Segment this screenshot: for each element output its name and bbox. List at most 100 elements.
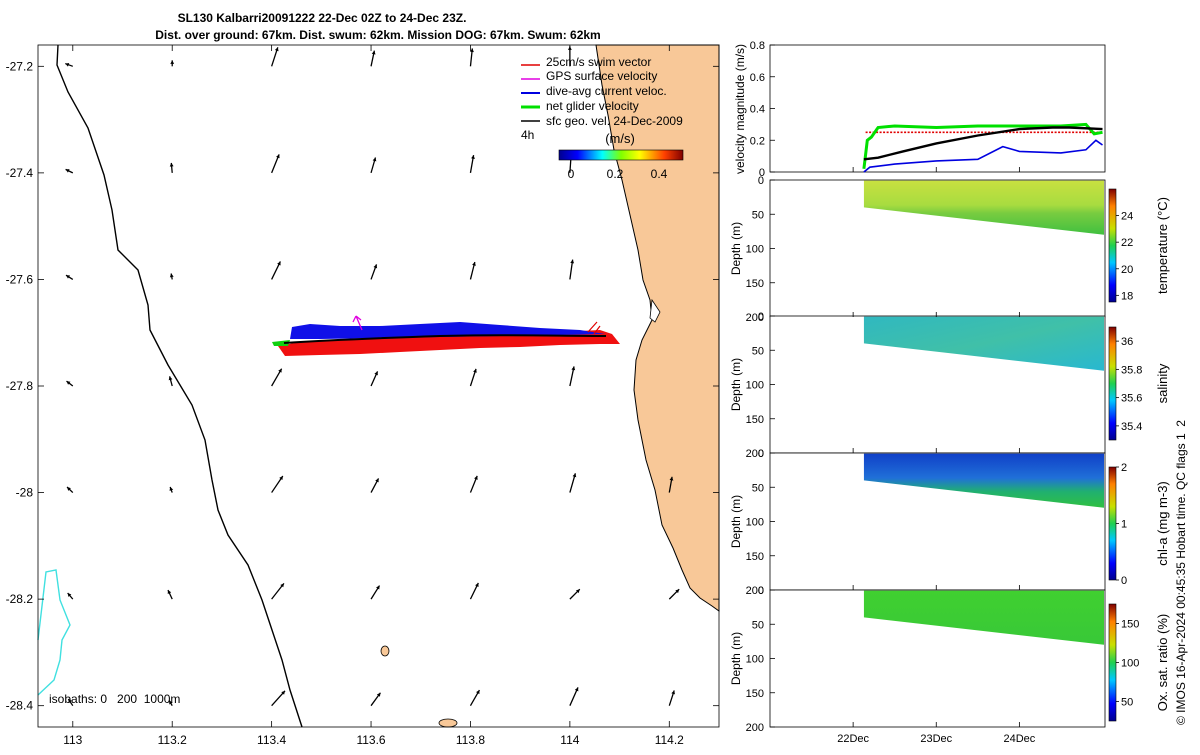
- glider-track: [272, 315, 620, 356]
- colorbar-label: salinity: [1155, 363, 1170, 403]
- sfc-vector-arrow: [65, 168, 74, 174]
- map-xtick-label: 113.2: [158, 733, 187, 747]
- sfc-vector-arrow: [271, 368, 283, 387]
- sfc-vector-arrow: [469, 689, 481, 707]
- sfc-vector-arrow: [169, 273, 174, 280]
- map-ytick-label: -27.4: [6, 166, 34, 180]
- sfc-vector-arrow: [271, 475, 284, 493]
- map-xtick-label: 113.8: [456, 733, 485, 747]
- sfc-vector-arrow: [668, 690, 675, 706]
- sfc-vector-arrow: [271, 690, 286, 707]
- sfc-vector-arrow: [168, 700, 173, 707]
- time-tick-label: 22Dec: [837, 733, 869, 745]
- sfc-vector-arrow: [271, 582, 285, 600]
- profile-data-section: [863, 316, 1104, 371]
- depth-tick-label: 150: [746, 278, 764, 290]
- depth-tick-label: 150: [746, 688, 764, 700]
- velocity-ytick-label: 0.2: [750, 135, 765, 147]
- depth-axis-label: Depth (m): [729, 222, 743, 275]
- colorbar-tick-label: 0: [1121, 575, 1127, 587]
- sfc-vector-arrow: [370, 585, 381, 600]
- colorbar-tick-label: 35.4: [1121, 421, 1142, 433]
- profile-panel-chl-a: 0 50 100 150 200 Depth (m) 0 1 2 chl-a (mg m-3): [729, 448, 1170, 597]
- depth-axis-label: Depth (m): [729, 632, 743, 685]
- island-2: [438, 718, 458, 728]
- colorbar-tick-label: 18: [1121, 290, 1133, 302]
- sfc-geostrophic-vectors: [65, 46, 680, 707]
- legend-label-net: net glider velocity: [546, 99, 639, 113]
- map-ytick-label: -28.2: [6, 592, 34, 606]
- sfc-vector-arrow: [569, 588, 581, 600]
- gps-velocity-arrow: [352, 315, 363, 331]
- colorbar-tick-label: 1: [1121, 519, 1127, 531]
- map-axis-ticks: 113 113.2 113.4 113.6 113.8 114 114.2 -27.2 -27.…: [6, 45, 719, 747]
- land-mass: [595, 44, 720, 612]
- depth-tick-label: 50: [752, 482, 764, 494]
- colorbar-tick-label: 2: [1121, 462, 1127, 474]
- net-velocity-vectors: [272, 340, 290, 346]
- colorbar-tick-label: 36: [1121, 336, 1133, 348]
- map-ytick-label: -27.2: [6, 59, 34, 73]
- profile-data-section: [863, 180, 1104, 235]
- profile-colorbar: [1108, 326, 1117, 441]
- isobath-1000m: [37, 569, 71, 696]
- velocity-ytick-label: 0: [759, 167, 765, 179]
- sfc-vector-arrow: [169, 162, 174, 173]
- map-xtick-label: 113: [63, 733, 82, 747]
- legend-label-gps: GPS surface velocity: [546, 69, 657, 83]
- depth-tick-label: 200: [746, 585, 764, 597]
- colorbar-tick-2: 0.4: [651, 167, 668, 181]
- map-panel: 25cm/s swim vector GPS surface velocity …: [6, 44, 720, 747]
- velocity-ytick-label: 0.6: [750, 72, 765, 84]
- sfc-vector-arrow: [169, 486, 174, 493]
- depth-tick-label: 100: [746, 244, 764, 256]
- map-ytick-label: -27.6: [6, 272, 34, 286]
- sfc-vector-arrow: [170, 60, 175, 67]
- colorbar-tick-label: 22: [1121, 237, 1133, 249]
- sfc-vector-arrow: [168, 376, 173, 387]
- sfc-vector-arrow: [469, 261, 476, 280]
- profile-data-section: [863, 453, 1104, 508]
- velocity-series: [862, 122, 1103, 173]
- depth-tick-label: 0: [758, 311, 764, 323]
- time-tick-label: 24Dec: [1003, 733, 1035, 745]
- velocity-ylabel: velocity magnitude (m/s): [733, 44, 747, 174]
- colorbar-label: temperature (°C): [1155, 197, 1170, 294]
- profile-colorbar: [1108, 603, 1117, 722]
- colorbar-label: Ox. sat. ratio (%): [1155, 614, 1170, 712]
- sfc-vector-arrow: [668, 588, 680, 600]
- map-xtick-label: 114.2: [655, 733, 684, 747]
- sfc-vector-arrow: [271, 47, 279, 67]
- velocity-ytick-label: 0.4: [750, 104, 765, 116]
- sfc-vector-arrow: [65, 274, 74, 280]
- sfc-vector-arrow: [569, 473, 577, 493]
- depth-tick-label: 0: [758, 585, 764, 597]
- profile-panel-salinity: 0 50 100 150 200 Depth (m) 35.4 35.6 35.8 36 salin…: [729, 311, 1170, 460]
- title-line-2: Dist. over ground: 67km. Dist. swum: 62k…: [155, 28, 600, 42]
- depth-axis-label: Depth (m): [729, 358, 743, 411]
- sfc-vector-arrow: [569, 259, 575, 280]
- colorbar-tick-label: 50: [1121, 697, 1133, 709]
- sfc-vector-arrow: [668, 476, 674, 493]
- depth-tick-label: 50: [752, 209, 764, 221]
- sfc-vector-arrow: [569, 687, 579, 706]
- legend-label-sfc: sfc geo. vel. 24-Dec-2009: [546, 114, 683, 128]
- isobath-200m: [56, 44, 303, 728]
- colorbar-tick-label: 24: [1121, 211, 1133, 223]
- depth-tick-label: 100: [746, 380, 764, 392]
- velocity-series-line: [863, 139, 1103, 173]
- sfc-vector-arrow: [66, 380, 74, 387]
- depth-tick-label: 200: [746, 448, 764, 460]
- colorbar-tick-1: 0.2: [607, 167, 624, 181]
- sfc-vector-arrow: [370, 371, 379, 387]
- depth-axis-label: Depth (m): [729, 495, 743, 548]
- sfc-vector-arrow: [469, 155, 475, 173]
- map-ytick-label: -28: [16, 486, 34, 500]
- sfc-vector-arrow: [167, 589, 173, 600]
- sfc-vector-arrow: [370, 478, 380, 493]
- sfc-vector-arrow: [370, 50, 376, 67]
- depth-tick-label: 150: [746, 551, 764, 563]
- depth-tick-label: 50: [752, 345, 764, 357]
- profile-panel-oxygen: 0 50 100 150 200 Depth (m) 50 100 150 Ox. sat. ra…: [729, 585, 1170, 734]
- velocity-plot-area: [769, 44, 1106, 173]
